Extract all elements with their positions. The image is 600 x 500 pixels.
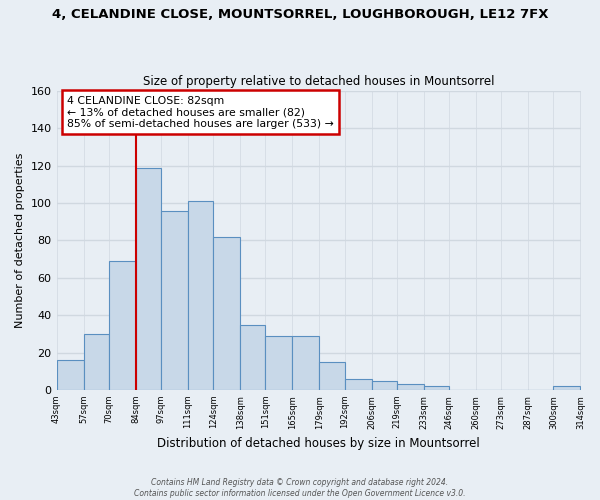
X-axis label: Distribution of detached houses by size in Mountsorrel: Distribution of detached houses by size … (157, 437, 480, 450)
Text: 4 CELANDINE CLOSE: 82sqm
← 13% of detached houses are smaller (82)
85% of semi-d: 4 CELANDINE CLOSE: 82sqm ← 13% of detach… (67, 96, 334, 128)
Bar (213, 237, 240, 390)
Bar (344, 378, 371, 390)
Bar (371, 380, 397, 390)
Bar (136, 168, 161, 390)
Bar (240, 324, 265, 390)
Bar (424, 386, 449, 390)
Bar (109, 261, 136, 390)
Text: 4, CELANDINE CLOSE, MOUNTSORREL, LOUGHBOROUGH, LE12 7FX: 4, CELANDINE CLOSE, MOUNTSORREL, LOUGHBO… (52, 8, 548, 20)
Bar (56, 360, 83, 390)
Bar (319, 362, 344, 390)
Bar (265, 336, 292, 390)
Bar (397, 384, 424, 390)
Text: Contains HM Land Registry data © Crown copyright and database right 2024.
Contai: Contains HM Land Registry data © Crown c… (134, 478, 466, 498)
Y-axis label: Number of detached properties: Number of detached properties (15, 153, 25, 328)
Bar (553, 386, 580, 390)
Bar (292, 336, 319, 390)
Title: Size of property relative to detached houses in Mountsorrel: Size of property relative to detached ho… (143, 76, 494, 88)
Bar (188, 202, 213, 390)
Bar (83, 334, 109, 390)
Bar (161, 210, 188, 390)
